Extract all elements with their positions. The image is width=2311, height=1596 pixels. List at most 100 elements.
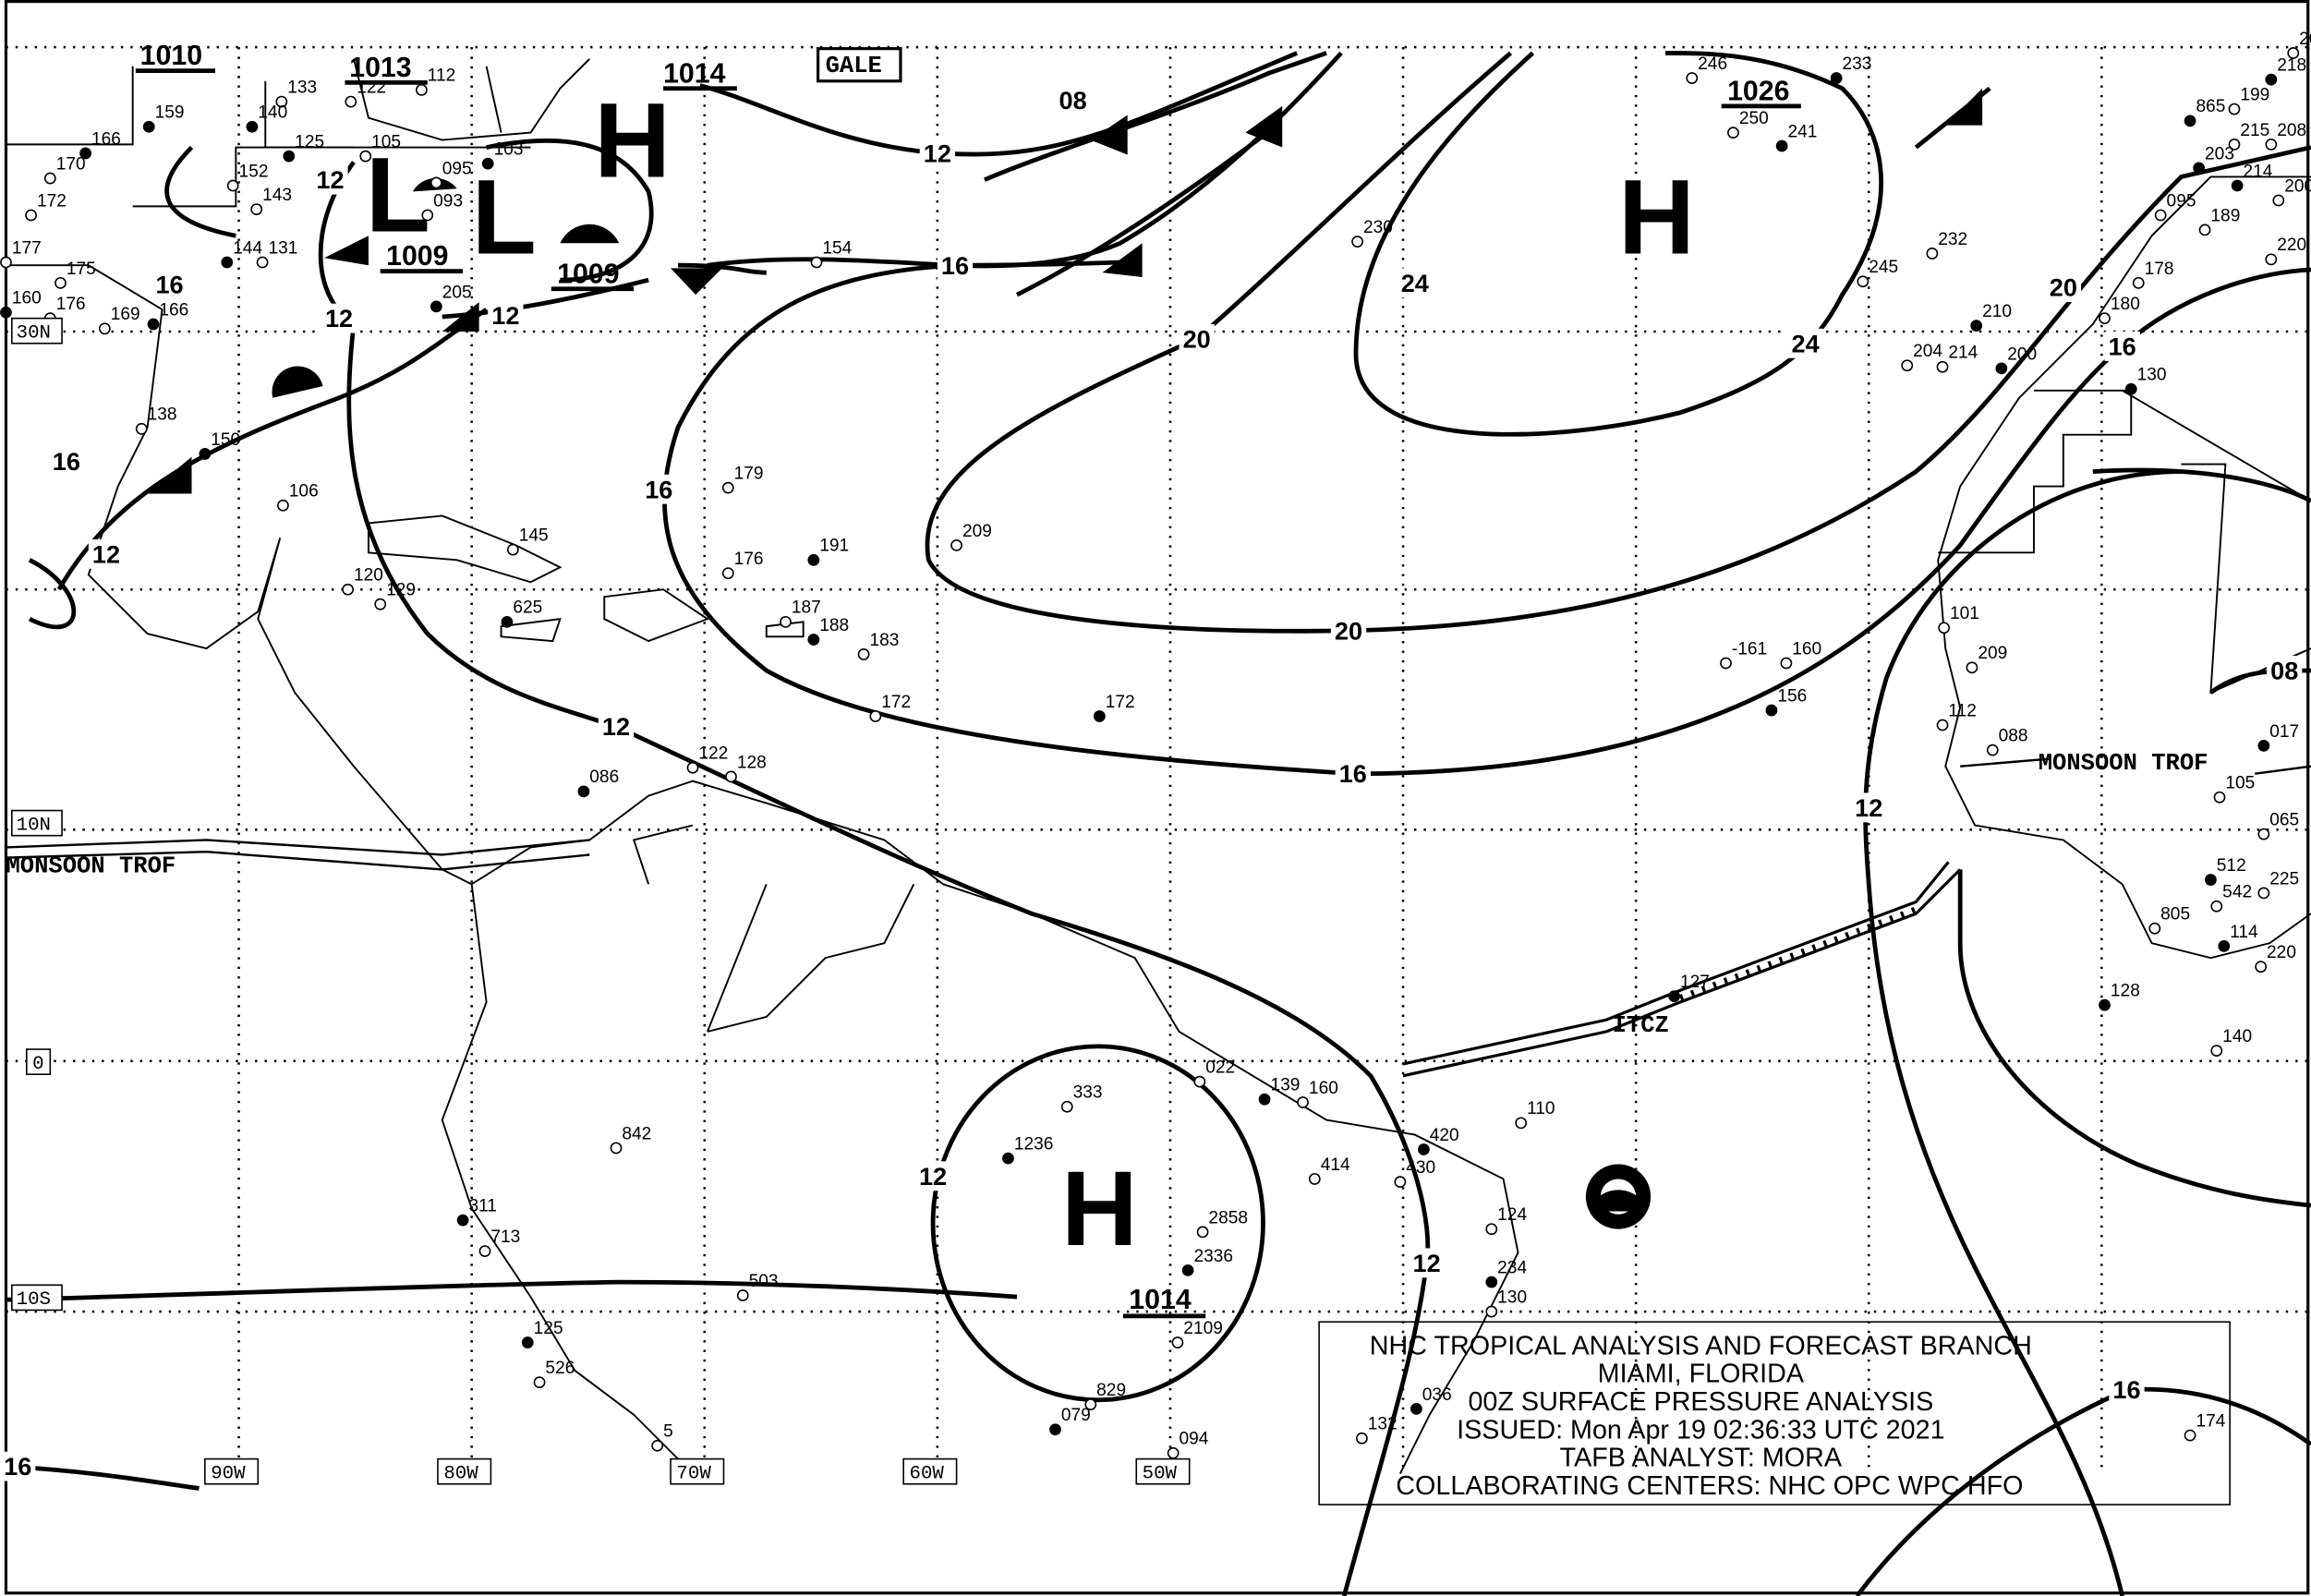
station-marker xyxy=(857,648,870,660)
station-value: 106 xyxy=(289,482,319,502)
station-value: 125 xyxy=(534,1319,563,1338)
station-value: 022 xyxy=(1205,1058,1235,1078)
station-value: 178 xyxy=(2145,260,2174,279)
station-value: 172 xyxy=(37,191,67,211)
isobar-label: 16 xyxy=(1339,759,1367,788)
station-marker xyxy=(1830,72,1843,84)
station-value: 103 xyxy=(494,140,524,160)
station-value: 128 xyxy=(737,753,767,772)
lat-label: 30N xyxy=(17,322,51,344)
station-marker xyxy=(359,150,372,163)
station-value: 220 xyxy=(2267,943,2296,962)
station-value: -161 xyxy=(1732,639,1767,659)
station-marker xyxy=(2287,47,2300,59)
isobar-label-bg xyxy=(598,711,635,742)
monsoon-trough-label: MONSOON TROF xyxy=(2039,750,2208,777)
isobar-label-bg xyxy=(1179,324,1215,354)
station-value: 420 xyxy=(1430,1126,1459,1145)
station-value: 166 xyxy=(91,129,121,149)
station-marker xyxy=(226,179,239,192)
station-value: 143 xyxy=(262,186,292,205)
station-value: 209 xyxy=(962,522,992,541)
station-value: 333 xyxy=(1073,1083,1103,1103)
station-marker xyxy=(0,306,12,319)
station-value: 114 xyxy=(2230,923,2258,942)
title-line-product: 00Z SURFACE PRESSURE ANALYSIS xyxy=(1468,1387,1933,1417)
station-marker xyxy=(2132,276,2145,289)
lon-label: 80W xyxy=(443,1463,478,1484)
low-center-letter: L xyxy=(472,158,537,276)
lon-label: 90W xyxy=(211,1463,246,1484)
title-block: NHC TROPICAL ANALYSIS AND FORECAST BRANC… xyxy=(1318,1321,2231,1505)
station-marker xyxy=(1410,1402,1422,1415)
station-value: 2109 xyxy=(1183,1319,1223,1338)
station-marker xyxy=(54,276,67,289)
station-value: 122 xyxy=(698,744,728,764)
isobar-label-bg xyxy=(151,269,188,299)
lat-label: 0 xyxy=(32,1054,43,1075)
isobar-label: 08 xyxy=(2270,657,2298,685)
isobar-label: 12 xyxy=(325,304,353,332)
station-marker xyxy=(651,1439,664,1452)
station-marker xyxy=(2257,739,2270,752)
station-value: 131 xyxy=(268,238,297,258)
station-marker xyxy=(2265,73,2278,86)
station-marker xyxy=(810,256,823,269)
station-marker xyxy=(1727,127,1739,139)
low-center-value: 1009 xyxy=(557,259,619,289)
station-marker xyxy=(533,1376,546,1389)
station-marker xyxy=(456,1214,469,1227)
station-value: 130 xyxy=(1497,1288,1527,1307)
isobar-label: 24 xyxy=(1401,269,1429,297)
station-value: 105 xyxy=(371,133,401,152)
station-value: 512 xyxy=(2217,856,2246,876)
station-value: 234 xyxy=(1497,1259,1527,1278)
station-value: 140 xyxy=(258,103,287,123)
station-marker xyxy=(1351,236,1363,248)
station-marker xyxy=(1765,704,1778,717)
lon-label: 70W xyxy=(676,1463,711,1484)
station-value: 160 xyxy=(1309,1079,1338,1098)
pressure-value: 1013 xyxy=(349,53,411,83)
isobar-label: 12 xyxy=(92,540,120,569)
station-value: 311 xyxy=(468,1197,497,1216)
station-value: 036 xyxy=(1422,1385,1452,1405)
station-marker xyxy=(521,1336,534,1348)
station-value: 215 xyxy=(2240,121,2269,140)
station-marker xyxy=(686,761,699,774)
station-value: 152 xyxy=(239,162,269,181)
station-value: 189 xyxy=(2210,206,2240,225)
station-value: 241 xyxy=(1787,122,1817,141)
isobar-label: 16 xyxy=(941,251,969,280)
station-value: 170 xyxy=(56,154,86,174)
station-value: 208 xyxy=(2277,121,2306,140)
station-value: 112 xyxy=(1948,701,1977,720)
station-value: 093 xyxy=(433,191,463,211)
station-value: 232 xyxy=(1938,230,1967,249)
isobar-label-bg xyxy=(88,538,125,569)
station-value: 214 xyxy=(1948,344,1978,363)
station-marker xyxy=(283,150,296,163)
station-value: 127 xyxy=(1680,973,1710,992)
station-value: 088 xyxy=(1999,727,2028,746)
station-value: 156 xyxy=(1777,686,1807,706)
isobar-label: 12 xyxy=(602,712,630,741)
station-marker xyxy=(478,1245,491,1258)
station-value: 140 xyxy=(2222,1027,2252,1046)
isobar-label: 16 xyxy=(2109,332,2136,361)
station-value: 122 xyxy=(357,79,386,98)
station-marker xyxy=(481,157,494,170)
station-value: 138 xyxy=(148,405,177,425)
station-marker xyxy=(1485,1305,1498,1318)
map-frame xyxy=(4,0,2310,1595)
station-marker xyxy=(79,147,92,160)
station-marker xyxy=(577,785,590,798)
station-value: 188 xyxy=(819,616,849,635)
station-marker xyxy=(1049,1423,1061,1436)
station-value: 245 xyxy=(1869,258,1898,277)
station-marker xyxy=(1093,710,1106,722)
station-marker xyxy=(416,83,428,96)
station-value: 166 xyxy=(159,300,188,320)
station-value: 017 xyxy=(2269,722,2299,742)
isobar-label: 16 xyxy=(155,271,183,299)
